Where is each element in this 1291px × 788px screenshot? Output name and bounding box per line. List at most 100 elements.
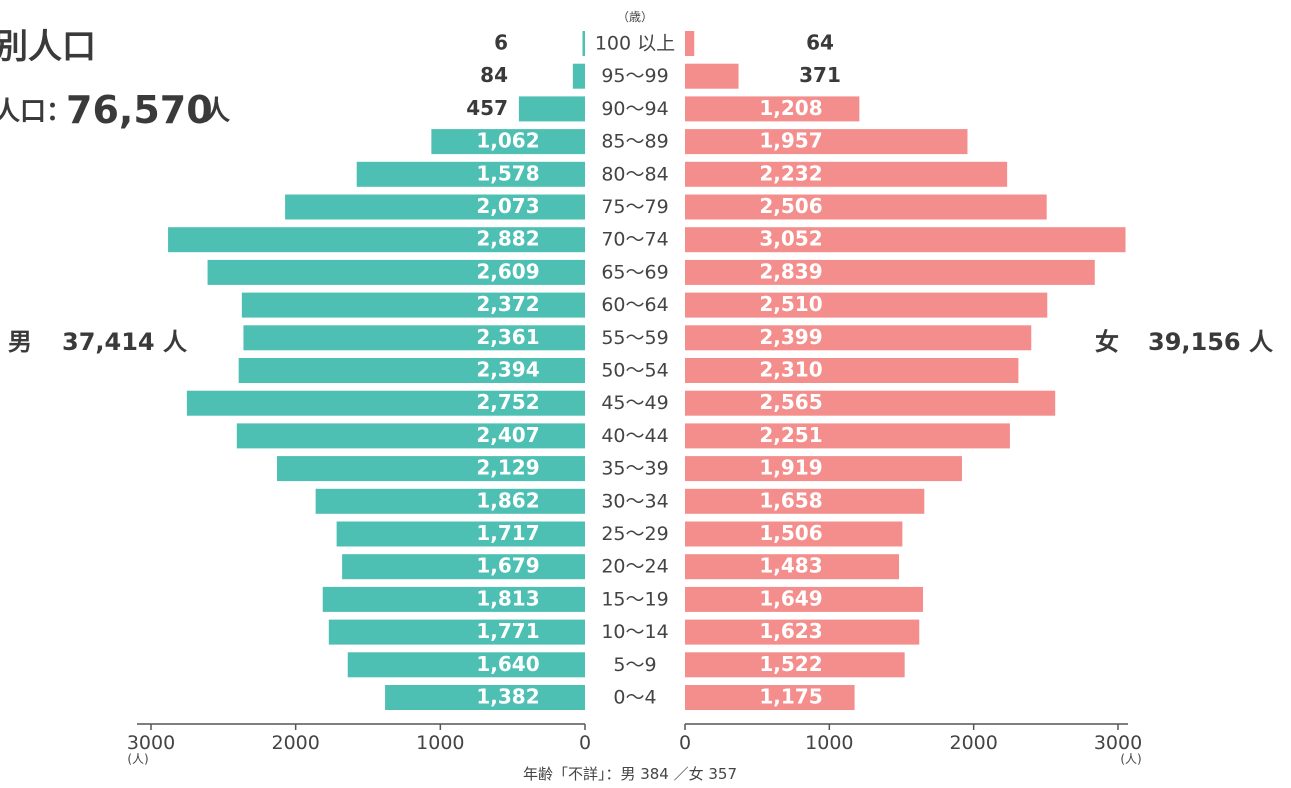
female-bar — [685, 456, 962, 482]
female-bar — [685, 325, 1032, 351]
female-value-label: 2,839 — [759, 259, 822, 283]
footnote-unknown-age: 年齢「不詳」：男 384 ／女 357 — [523, 765, 737, 783]
female-x-tick-label: 2000 — [949, 732, 997, 754]
male-bar — [518, 96, 585, 122]
page-title: 別人口 — [0, 27, 96, 67]
age-group-label: 20～24 — [601, 556, 668, 578]
male-value-label: 2,361 — [476, 325, 539, 349]
male-bar — [342, 554, 585, 580]
male-bar — [328, 619, 585, 645]
age-group-label: 75～79 — [601, 196, 668, 218]
age-group-label: 100 以上 — [595, 33, 675, 55]
age-axis-unit: （歳） — [617, 10, 653, 24]
male-value-label: 2,882 — [476, 227, 539, 251]
male-bar — [243, 325, 585, 351]
female-value-label: 2,565 — [759, 390, 822, 414]
male-value-label: 2,394 — [476, 358, 539, 382]
age-group-label: 60～64 — [601, 294, 668, 316]
female-bar — [685, 96, 860, 122]
female-value-label: 3,052 — [759, 227, 822, 251]
male-value-label: 2,073 — [476, 194, 539, 218]
age-group-label: 10～14 — [601, 621, 668, 643]
age-group-label: 5～9 — [613, 654, 656, 676]
male-value-label: 2,752 — [476, 390, 539, 414]
female-value-label: 2,506 — [759, 194, 822, 218]
male-x-tick-label: 1000 — [416, 732, 464, 754]
female-bar — [685, 652, 905, 678]
female-value-label: 1,957 — [759, 129, 822, 153]
female-value-label: 1,483 — [759, 554, 822, 578]
female-bar — [685, 227, 1126, 253]
age-group-label: 50～54 — [601, 360, 668, 382]
male-total: 37,414 人 — [62, 328, 187, 356]
male-bar — [207, 259, 585, 285]
male-bar — [168, 227, 585, 253]
age-group-label: 90～94 — [601, 98, 668, 120]
male-value-label: 1,578 — [476, 161, 539, 185]
female-bar — [685, 194, 1047, 220]
male-bar — [186, 390, 586, 416]
male-value-label: 1,717 — [476, 521, 539, 545]
female-value-label: 1,649 — [759, 586, 822, 610]
female-value-label: 371 — [799, 63, 841, 87]
age-group-label: 45～49 — [601, 392, 668, 414]
male-value-label: 457 — [466, 96, 508, 120]
male-value-label: 1,062 — [476, 129, 539, 153]
male-value-label: 2,609 — [476, 259, 539, 283]
female-value-label: 1,506 — [759, 521, 822, 545]
female-value-label: 2,510 — [759, 292, 822, 316]
female-value-label: 1,175 — [759, 685, 822, 709]
age-group-label: 40～44 — [601, 425, 668, 447]
female-bar — [685, 554, 900, 580]
female-bar — [685, 358, 1019, 383]
male-bar — [356, 161, 585, 187]
female-value-label: 64 — [806, 31, 834, 55]
female-total: 39,156 人 — [1148, 328, 1273, 356]
age-group-label: 95～99 — [601, 65, 668, 87]
male-bar — [347, 652, 585, 678]
female-bar — [685, 390, 1056, 416]
total-population-unit: 人 — [203, 96, 230, 127]
male-x-unit: (人) — [127, 752, 148, 766]
female-bar — [685, 586, 924, 612]
female-bar — [685, 63, 739, 89]
age-group-label: 70～74 — [601, 229, 668, 251]
male-value-label: 1,771 — [476, 619, 539, 643]
male-value-label: 6 — [494, 31, 508, 55]
axes-layer: 3000 3000 2000 2000 1000 1000 0 0 (人) (人) — [127, 723, 1142, 766]
male-bar — [277, 456, 585, 482]
total-population-label: 人口： — [0, 97, 72, 127]
male-x-tick-label: 0 — [579, 732, 591, 754]
female-bar — [685, 685, 855, 710]
female-x-unit: (人) — [1120, 752, 1141, 766]
male-bar — [285, 194, 585, 220]
male-value-label: 2,372 — [476, 292, 539, 316]
female-x-tick-label: 0 — [679, 732, 691, 754]
male-bar — [322, 586, 585, 612]
female-value-label: 1,522 — [759, 652, 822, 676]
female-label: 女 — [1095, 328, 1119, 356]
male-value-label: 1,862 — [476, 488, 539, 512]
female-value-label: 1,623 — [759, 619, 822, 643]
female-bar — [685, 292, 1048, 318]
total-population-value: 76,570 — [66, 88, 213, 132]
female-bar — [685, 31, 695, 56]
male-value-label: 1,640 — [476, 652, 539, 676]
male-bar — [238, 358, 585, 383]
female-bar — [685, 521, 903, 547]
male-bar — [241, 292, 586, 318]
male-value-label: 84 — [480, 63, 508, 87]
female-x-tick-label: 3000 — [1094, 732, 1142, 754]
female-bar — [685, 259, 1095, 285]
male-bar — [236, 423, 585, 449]
female-value-label: 2,232 — [759, 161, 822, 185]
age-group-label: 65～69 — [601, 261, 668, 283]
female-value-label: 1,919 — [759, 456, 822, 480]
age-group-label: 80～84 — [601, 163, 668, 185]
female-value-label: 1,208 — [759, 96, 822, 120]
male-x-tick-label: 2000 — [271, 732, 319, 754]
female-value-label: 2,399 — [759, 325, 822, 349]
male-bar — [431, 129, 585, 155]
